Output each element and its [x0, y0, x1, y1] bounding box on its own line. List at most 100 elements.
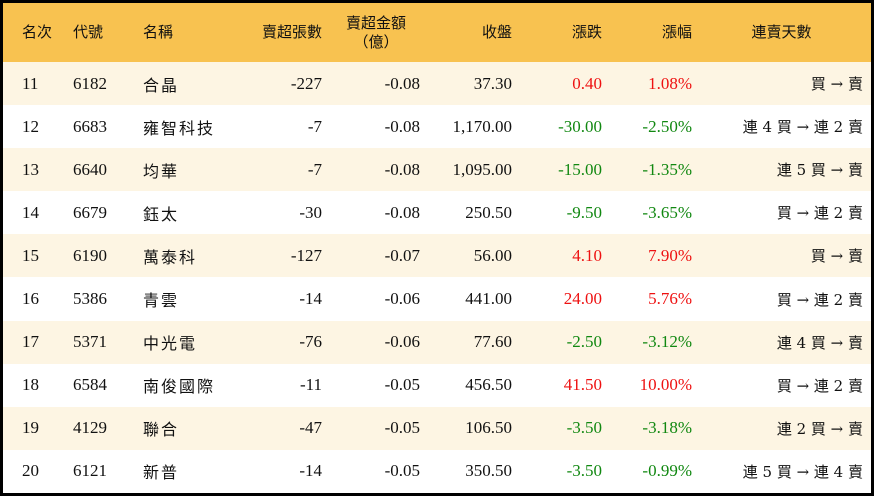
- stock-name-cell: 均華: [143, 161, 180, 181]
- rank-cell: 20: [22, 461, 39, 481]
- stock-name-cell: 萬泰科: [143, 247, 198, 267]
- change-pct-cell: -3.65%: [642, 202, 692, 222]
- net-sell-shares-cell: -7: [307, 116, 322, 136]
- net-sell-amount-cell: -0.05: [384, 418, 420, 438]
- stock-name-cell: 合晶: [143, 75, 180, 95]
- stock-code-cell: 6683: [73, 116, 107, 136]
- close-price-cell: 37.30: [473, 73, 512, 93]
- table-row[interactable]: 11 6182 合晶 -227 -0.08 37.30 0.40 1.08% 買 → 賣: [3, 62, 871, 106]
- stock-code-cell: 6190: [73, 245, 107, 265]
- stock-name-cell: 南俊國際: [143, 377, 216, 397]
- streak-cell: 買 → 連 2 賣: [776, 290, 863, 309]
- net-sell-amount-cell: -0.08: [384, 202, 420, 222]
- header-rank: 名次: [22, 23, 53, 41]
- table-header-row: 名次 代號 名稱 賣超張數 賣超金額 （億） 收盤 漲跌 漲幅 連賣天數: [3, 3, 871, 62]
- rank-cell: 18: [22, 375, 39, 395]
- change-pct-cell: 7.90%: [648, 245, 692, 265]
- close-price-cell: 1,095.00: [452, 159, 513, 179]
- streak-cell: 買 → 連 2 賣: [776, 204, 863, 223]
- stock-name-cell: 雍智科技: [143, 118, 216, 138]
- change-pct-cell: 5.76%: [648, 289, 692, 309]
- close-price-cell: 441.00: [465, 289, 512, 309]
- header-change: 漲跌: [571, 23, 602, 41]
- header-net-sell-shares: 賣超張數: [261, 23, 322, 41]
- rank-cell: 17: [22, 332, 39, 352]
- streak-cell: 連 5 買 → 賣: [776, 161, 863, 180]
- net-sell-amount-cell: -0.06: [384, 289, 420, 309]
- net-sell-shares-cell: -127: [290, 245, 322, 265]
- net-sell-shares-cell: -30: [299, 202, 322, 222]
- table-row[interactable]: 20 6121 新普 -14 -0.05 350.50 -3.50 -0.99% 連 5 買 →…: [3, 449, 871, 493]
- table-row[interactable]: 18 6584 南俊國際 -11 -0.05 456.50 41.50 10.00% 買 → 連…: [3, 363, 871, 407]
- table-row[interactable]: 15 6190 萬泰科 -127 -0.07 56.00 4.10 7.90% 買 → 賣: [3, 234, 871, 278]
- streak-cell: 買 → 賣: [810, 247, 863, 266]
- table-row[interactable]: 17 5371 中光電 -76 -0.06 77.60 -2.50 -3.12% 連 4 買 →…: [3, 320, 871, 364]
- price-change-cell: -2.50: [566, 332, 602, 352]
- close-price-cell: 56.00: [473, 245, 512, 265]
- change-pct-cell: -1.35%: [642, 159, 692, 179]
- header-close: 收盤: [481, 23, 512, 41]
- table-row[interactable]: 13 6640 均華 -7 -0.08 1,095.00 -15.00 -1.35% 連 5 買…: [3, 148, 871, 192]
- net-sell-shares-cell: -7: [307, 159, 322, 179]
- rank-cell: 15: [22, 245, 39, 265]
- net-sell-shares-cell: -227: [290, 73, 322, 93]
- net-sell-amount-cell: -0.06: [384, 332, 420, 352]
- stock-name-cell: 聯合: [143, 420, 180, 440]
- close-price-cell: 250.50: [465, 202, 512, 222]
- stock-code-cell: 6121: [73, 461, 107, 481]
- table-row[interactable]: 16 5386 青雲 -14 -0.06 441.00 24.00 5.76% 買 → 連 2 …: [3, 277, 871, 321]
- net-sell-shares-cell: -76: [299, 332, 322, 352]
- net-sell-amount-cell: -0.05: [384, 375, 420, 395]
- net-sell-amount-cell: -0.05: [384, 461, 420, 481]
- close-price-cell: 1,170.00: [452, 116, 513, 136]
- price-change-cell: 4.10: [572, 245, 602, 265]
- stock-code-cell: 6679: [73, 202, 107, 222]
- streak-cell: 連 5 買 → 連 4 賣: [742, 462, 863, 481]
- price-change-cell: 41.50: [563, 375, 602, 395]
- net-sell-amount-cell: -0.07: [384, 245, 420, 265]
- net-sell-amount-cell: -0.08: [384, 116, 420, 136]
- price-change-cell: -3.50: [566, 461, 602, 481]
- table-row[interactable]: 12 6683 雍智科技 -7 -0.08 1,170.00 -30.00 -2.50% 連 4…: [3, 105, 871, 149]
- stock-code-cell: 6584: [73, 375, 107, 395]
- net-sell-ranking-table: 名次 代號 名稱 賣超張數 賣超金額 （億） 收盤 漲跌 漲幅 連賣天數 11 6…: [3, 3, 871, 493]
- rank-cell: 19: [22, 418, 39, 438]
- net-sell-amount-cell: -0.08: [384, 159, 420, 179]
- stock-name-cell: 中光電: [143, 334, 198, 354]
- net-sell-shares-cell: -14: [299, 289, 322, 309]
- net-sell-shares-cell: -47: [299, 418, 322, 438]
- change-pct-cell: 10.00%: [639, 375, 692, 395]
- net-sell-shares-cell: -11: [299, 375, 322, 395]
- close-price-cell: 106.50: [465, 418, 512, 438]
- close-price-cell: 456.50: [465, 375, 512, 395]
- change-pct-cell: -2.50%: [642, 116, 692, 136]
- change-pct-cell: 1.08%: [648, 73, 692, 93]
- change-pct-cell: -3.12%: [642, 332, 692, 352]
- net-sell-ranking-table-container: 名次 代號 名稱 賣超張數 賣超金額 （億） 收盤 漲跌 漲幅 連賣天數 11 6…: [3, 3, 871, 493]
- net-sell-amount-cell: -0.08: [384, 73, 420, 93]
- change-pct-cell: -0.99%: [642, 461, 692, 481]
- change-pct-cell: -3.18%: [642, 418, 692, 438]
- rank-cell: 13: [22, 159, 39, 179]
- price-change-cell: -3.50: [566, 418, 602, 438]
- header-name: 名稱: [143, 23, 174, 41]
- rank-cell: 14: [22, 202, 39, 222]
- price-change-cell: 0.40: [572, 73, 602, 93]
- streak-cell: 買 → 賣: [810, 75, 863, 94]
- rank-cell: 11: [22, 73, 39, 93]
- header-code: 代號: [73, 23, 104, 41]
- table-row[interactable]: 14 6679 鈺太 -30 -0.08 250.50 -9.50 -3.65% 買 → 連 2…: [3, 191, 871, 235]
- stock-code-cell: 6640: [73, 159, 107, 179]
- close-price-cell: 77.60: [473, 332, 512, 352]
- net-sell-shares-cell: -14: [299, 461, 322, 481]
- stock-name-cell: 鈺太: [143, 204, 180, 224]
- stock-code-cell: 5386: [73, 289, 107, 309]
- streak-cell: 連 4 買 → 賣: [776, 333, 863, 352]
- stock-code-cell: 4129: [73, 418, 107, 438]
- price-change-cell: -15.00: [558, 159, 602, 179]
- rank-cell: 12: [22, 116, 39, 136]
- stock-name-cell: 青雲: [143, 291, 180, 311]
- table-row[interactable]: 19 4129 聯合 -47 -0.05 106.50 -3.50 -3.18% 連 2 買 →…: [3, 406, 871, 450]
- price-change-cell: 24.00: [563, 289, 602, 309]
- streak-cell: 買 → 連 2 賣: [776, 376, 863, 395]
